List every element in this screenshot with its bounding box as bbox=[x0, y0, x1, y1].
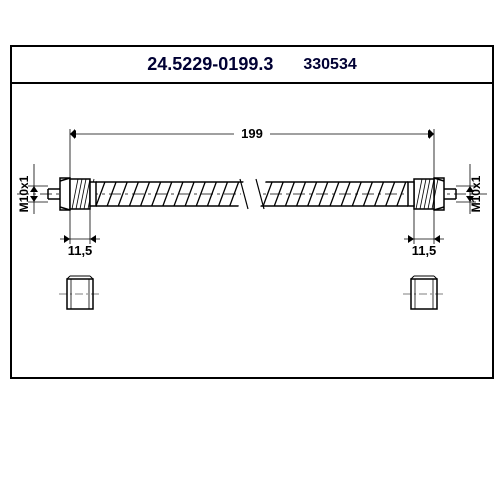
diagram-frame: 24.5229-0199.3 330534 199M10x1M10x111,51… bbox=[10, 45, 494, 379]
title-bar: 24.5229-0199.3 330534 bbox=[12, 47, 492, 84]
dim-fitting-right: 11,5 bbox=[412, 243, 437, 258]
dim-fitting-left: 11,5 bbox=[68, 243, 93, 258]
part-number: 24.5229-0199.3 bbox=[147, 54, 273, 75]
technical-drawing: 199 M10x1 M10x1 11,5 11,5 bbox=[12, 84, 492, 377]
drawing-area: 199 M10x1 M10x1 11,5 11,5 bbox=[12, 84, 492, 377]
dim-thread-right: M10x1 bbox=[469, 175, 483, 212]
dim-length: 199 bbox=[241, 126, 263, 141]
part-code: 330534 bbox=[303, 56, 356, 74]
dim-thread-left: M10x1 bbox=[17, 175, 31, 212]
